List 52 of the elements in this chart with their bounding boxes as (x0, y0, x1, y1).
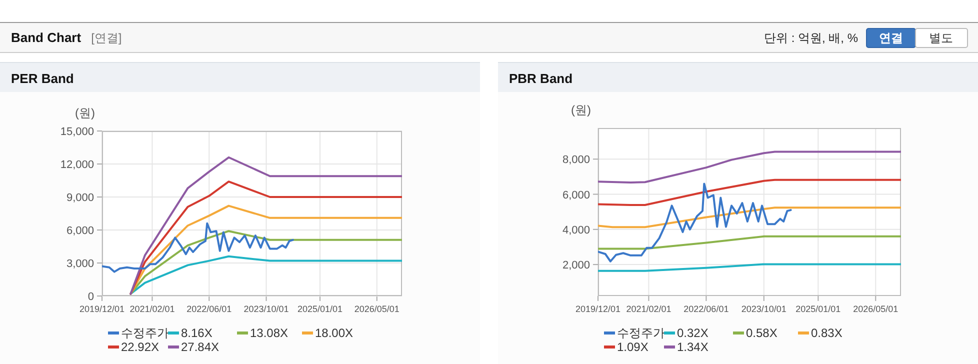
legend-label: 수정주가 (121, 326, 169, 340)
line-series (598, 150, 901, 184)
x-tick-label: 2022/06/01 (186, 304, 232, 314)
x-tick-label: 2019/12/01 (79, 304, 125, 314)
x-tick-label: 2025/01/01 (297, 304, 343, 314)
y-tick-label: 8,000 (562, 154, 590, 166)
y-tick-label: 3,000 (66, 258, 94, 270)
line-series (130, 255, 402, 295)
text: 별도 (929, 31, 953, 45)
x-tick-label: 2022/06/01 (684, 304, 729, 314)
legend-label: 22.92X (121, 340, 160, 354)
legend-label: 수정주가 (617, 326, 665, 340)
chart-title: PER Band (11, 71, 74, 86)
line-series (130, 230, 402, 295)
line-series (102, 222, 294, 273)
y-tick-label: 6,000 (66, 225, 94, 237)
line-series (598, 178, 901, 206)
line-series (130, 156, 402, 295)
y-tick-label: 6,000 (562, 189, 590, 202)
text: 단위 : 억원, 배, % (764, 31, 858, 45)
line-series (598, 206, 901, 228)
y-axis-title: (원) (571, 103, 591, 117)
chart-title: PBR Band (509, 71, 573, 86)
legend-label: 18.00X (315, 326, 354, 340)
y-tick-label: 2,000 (562, 260, 590, 272)
legend-label: 0.83X (811, 326, 842, 340)
y-tick-label: 4,000 (562, 224, 590, 236)
text: Band Chart (11, 30, 82, 45)
y-tick-label: 0 (88, 291, 94, 303)
x-tick-label: 2021/02/01 (130, 304, 175, 314)
y-tick-label: 12,000 (60, 159, 94, 171)
text: 연결 (879, 31, 903, 45)
x-tick-label: 2026/05/01 (354, 304, 400, 314)
line-series (598, 182, 792, 262)
x-tick-label: 2025/01/01 (796, 304, 841, 314)
text: [연결] (91, 31, 122, 45)
legend-label: 13.08X (250, 326, 288, 340)
y-tick-label: 15,000 (60, 126, 94, 138)
line-series (130, 204, 402, 295)
x-tick-label: 2021/02/01 (626, 304, 672, 314)
x-tick-label: 2026/05/01 (853, 304, 898, 314)
y-tick-label: 9,000 (66, 192, 94, 204)
legend-label: 1.09X (617, 340, 648, 354)
legend-label: 1.34X (677, 340, 708, 354)
x-tick-label: 2019/12/01 (575, 304, 621, 314)
x-tick-label: 2023/10/01 (741, 304, 786, 314)
legend-label: 8.16X (181, 326, 212, 340)
legend-label: 0.32X (677, 326, 708, 340)
x-tick-label: 2023/10/01 (244, 304, 289, 314)
y-axis-title: (원) (75, 106, 95, 120)
legend-label: 0.58X (746, 326, 778, 340)
legend-label: 27.84X (181, 340, 220, 354)
